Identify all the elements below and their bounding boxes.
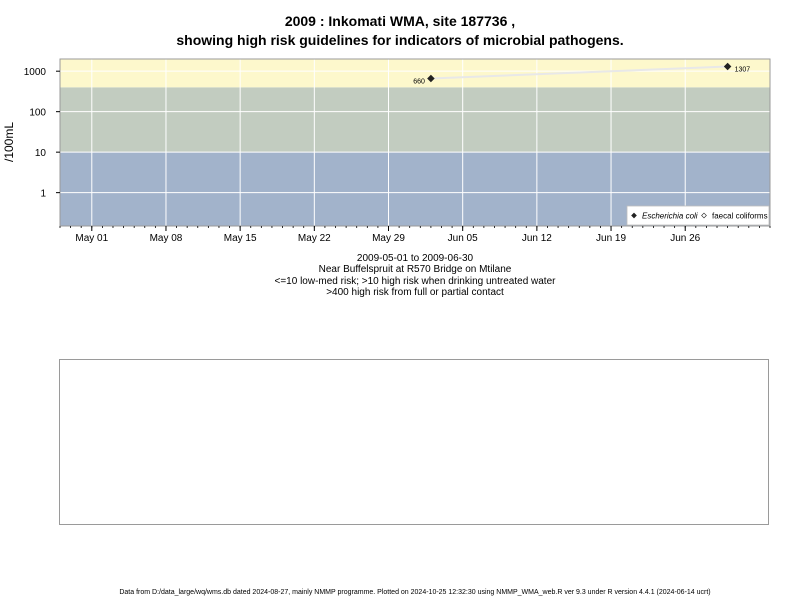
data-point: [427, 74, 435, 83]
legend-marker-faecal: [701, 212, 707, 219]
legend-label-ecoli: Escherichia coli: [642, 212, 698, 221]
grid-lines: [60, 59, 770, 226]
band-high-risk-contact: [60, 59, 770, 88]
caption-risk-high: >400 high risk from full or partial cont…: [326, 287, 504, 298]
empty-plot-panel: [59, 359, 769, 525]
legend-marker-ecoli: [631, 212, 637, 219]
x-tick-label: Jun 19: [596, 233, 626, 244]
y-axis-label: /100mL: [2, 122, 16, 162]
footer-note: Data from D:/data_large/wq/wms.db dated …: [119, 589, 711, 596]
x-tick-label: May 29: [372, 233, 405, 244]
x-tick-label: May 22: [298, 233, 331, 244]
data-point: [723, 62, 732, 71]
x-tick-label: Jun 05: [448, 233, 478, 244]
y-tick-label: 10: [35, 148, 47, 159]
y-tick-label: 100: [29, 108, 46, 119]
x-tick-label: May 08: [150, 233, 183, 244]
chart-plot: 660 1307 1 10 100 1000 May 01 May 08 May 15 May …: [2, 58, 771, 244]
caption-location: Near Buffelspruit at R570 Bridge on Mtil…: [318, 264, 512, 275]
y-tick-label: 1000: [24, 67, 47, 78]
x-tick-label: Jun 12: [522, 233, 552, 244]
chart-title-line1: 2009 : Inkomati WMA, site 187736 ,: [284, 13, 516, 29]
data-points: [427, 62, 732, 83]
plot-border: [59, 58, 771, 227]
x-tick-label: May 01: [75, 233, 108, 244]
y-tick-label: 1: [40, 189, 46, 200]
series-line-0: [430, 65, 728, 80]
caption-date-range: 2009-05-01 to 2009-06-30: [356, 253, 474, 264]
legend-box: [626, 205, 770, 226]
axes: 1 10 100 1000 May 01 May 08 May 15 May 22 May 29…: [24, 58, 771, 244]
chart-title-line2: showing high risk guidelines for indicat…: [176, 32, 624, 48]
series-connectors: [430, 65, 728, 80]
x-tick-label: May 15: [224, 233, 257, 244]
legend-label-faecal: faecal coliforms: [712, 212, 768, 221]
band-high-risk-drinking: [60, 87, 770, 153]
data-label: 660: [413, 78, 425, 85]
data-label: 1307: [735, 66, 751, 73]
x-tick-label: Jun 26: [670, 233, 700, 244]
legend: Escherichia coli faecal coliforms: [626, 205, 770, 226]
data-labels: 660 1307: [413, 66, 750, 85]
caption-risk-low: <=10 low-med risk; >10 high risk when dr…: [274, 276, 556, 287]
